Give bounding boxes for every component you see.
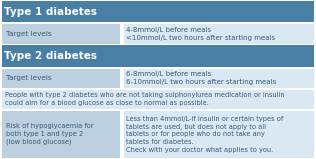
Text: Less than 4mmol/L-if insulin or certain types of
tablets are used, but does not : Less than 4mmol/L-if insulin or certain …: [126, 116, 284, 153]
Bar: [2, 1, 314, 22]
Text: Type 1 diabetes: Type 1 diabetes: [4, 7, 97, 17]
Bar: [2, 45, 314, 67]
Text: Target levels: Target levels: [6, 31, 51, 37]
Bar: [2, 69, 120, 88]
Bar: [124, 24, 314, 44]
Text: Risk of hypoglycaemia for
both type 1 and type 2
(low blood glucose): Risk of hypoglycaemia for both type 1 an…: [6, 123, 94, 145]
Bar: [124, 69, 314, 88]
Text: Type 2 diabetes: Type 2 diabetes: [4, 51, 97, 61]
Bar: [124, 111, 314, 158]
Bar: [2, 24, 120, 44]
Bar: [2, 111, 120, 158]
Text: 4-8mmol/L before meals
<10mmol/L two hours after starting meals: 4-8mmol/L before meals <10mmol/L two hou…: [126, 27, 276, 41]
Text: People with type 2 diabetes who are not taking sulphonylurea medication or insul: People with type 2 diabetes who are not …: [5, 93, 284, 106]
Text: Target levels: Target levels: [6, 75, 51, 81]
Text: 6-8mmol/L before meals
6-10mmol/L two hours after starting meals: 6-8mmol/L before meals 6-10mmol/L two ho…: [126, 71, 276, 85]
Bar: [2, 90, 314, 109]
